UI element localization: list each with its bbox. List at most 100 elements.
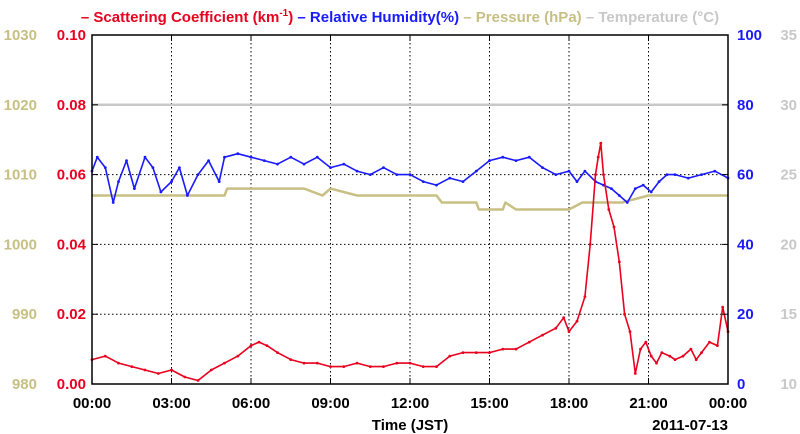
data-point-humidity — [329, 166, 332, 170]
data-point-humidity — [567, 169, 571, 173]
data-point-humidity — [133, 187, 136, 191]
pressure-tick-label: 1000 — [4, 236, 37, 253]
data-point-scattering — [382, 365, 385, 368]
data-point-scattering — [474, 351, 478, 354]
data-point-scattering — [257, 340, 261, 344]
data-point-scattering — [329, 365, 332, 368]
data-point-scattering — [249, 344, 253, 347]
temperature-tick-label: 20 — [780, 236, 797, 253]
data-point-scattering — [602, 173, 605, 177]
data-point-scattering — [276, 351, 279, 354]
data-point-humidity — [673, 173, 677, 177]
data-point-scattering — [117, 361, 120, 365]
data-point-scattering — [421, 365, 425, 368]
data-point-humidity — [435, 183, 438, 187]
data-point-humidity — [302, 162, 306, 166]
legend-entry-2: – Pressure (hPa) — [459, 9, 582, 26]
data-point-scattering — [289, 358, 293, 361]
data-point-humidity — [488, 159, 491, 163]
date-label: 2011-07-13 — [652, 417, 728, 434]
data-point-scattering — [655, 361, 658, 365]
temperature-axis: 10 15 20 25 30 35 — [780, 27, 797, 393]
x-tick-label: 18:00 — [550, 395, 588, 412]
data-point-scattering — [694, 358, 698, 361]
data-point-humidity — [178, 166, 181, 170]
humidity-tick-label: 60 — [737, 167, 754, 184]
data-point-humidity — [289, 155, 293, 159]
data-point-humidity — [583, 169, 587, 173]
temperature-tick-label: 25 — [780, 167, 797, 184]
data-point-humidity — [382, 166, 385, 170]
data-point-scattering — [368, 365, 372, 368]
x-tick-label: 03:00 — [152, 395, 190, 412]
legend-entry-1: – Relative Humidity(%) — [293, 9, 459, 26]
temperature-tick-label: 15 — [780, 306, 797, 323]
pressure-tick-label: 1030 — [4, 27, 37, 44]
data-point-humidity — [236, 152, 240, 156]
data-point-scattering — [514, 347, 518, 351]
humidity-tick-label: 20 — [737, 306, 754, 323]
data-point-scattering — [639, 347, 642, 351]
data-point-humidity — [541, 166, 544, 170]
humidity-tick-label: 40 — [737, 236, 754, 253]
humidity-tick-label: 0 — [737, 376, 745, 393]
data-point-humidity — [125, 159, 128, 163]
data-point-scattering — [599, 141, 603, 145]
data-point-humidity — [159, 190, 163, 194]
pressure-tick-label: 1020 — [4, 97, 37, 114]
scattering-tick-label: 0.08 — [57, 97, 86, 114]
data-point-humidity — [700, 173, 703, 177]
data-point-humidity — [610, 187, 613, 191]
x-axis: 00:00 03:00 06:00 09:00 12:00 15:00 18:00 21:00… — [73, 34, 747, 412]
data-point-scattering — [170, 368, 173, 372]
data-point-scattering — [448, 354, 452, 358]
data-point-humidity — [170, 180, 173, 184]
data-point-humidity — [342, 162, 346, 166]
data-point-scattering — [143, 368, 147, 372]
data-point-humidity — [103, 166, 107, 170]
data-point-scattering — [541, 333, 544, 337]
data-point-scattering — [596, 155, 600, 159]
pressure-tick-label: 990 — [12, 306, 37, 323]
scattering-tick-label: 0.10 — [57, 27, 86, 44]
data-point-humidity — [665, 173, 669, 177]
temperature-tick-label: 10 — [780, 376, 797, 393]
temperature-tick-label: 35 — [780, 27, 797, 44]
data-point-humidity — [657, 180, 661, 184]
data-point-scattering — [130, 365, 134, 368]
data-point-humidity — [249, 155, 253, 159]
scattering-tick-label: 0.04 — [57, 236, 87, 253]
x-tick-label: 09:00 — [311, 395, 349, 412]
data-point-scattering — [461, 351, 465, 354]
data-point-scattering — [612, 225, 616, 229]
data-point-scattering — [103, 354, 107, 358]
data-point-humidity — [408, 173, 412, 177]
legend-entry-0-suffix: ) — [288, 9, 293, 26]
legend-entry-0: – Scattering Coefficient (km — [81, 9, 279, 26]
x-tick-label: 00:00 — [73, 395, 111, 412]
data-point-scattering — [628, 330, 632, 333]
data-point-scattering — [554, 326, 558, 330]
data-point-humidity — [686, 176, 690, 180]
data-point-scattering — [501, 347, 505, 351]
data-point-scattering — [689, 347, 693, 351]
data-point-scattering — [607, 208, 611, 211]
x-tick-label: 00:00 — [709, 395, 747, 412]
data-point-scattering — [716, 344, 719, 347]
legend-entry-3: – Temperature (°C) — [582, 9, 719, 26]
data-point-scattering — [721, 305, 725, 309]
data-point-humidity — [95, 155, 99, 159]
data-point-humidity — [276, 162, 279, 166]
data-point-scattering — [302, 361, 306, 365]
series-line-pressure — [92, 187, 728, 211]
data-point-scattering — [395, 361, 399, 365]
data-point-scattering — [567, 330, 571, 333]
data-point-scattering — [681, 354, 685, 358]
data-point-humidity — [223, 155, 226, 159]
humidity-axis: 0 20 40 60 80 100 — [737, 27, 762, 393]
x-tick-label: 15:00 — [470, 395, 508, 412]
data-point-humidity — [461, 180, 465, 184]
data-point-humidity — [186, 194, 189, 197]
data-point-scattering — [408, 361, 412, 365]
